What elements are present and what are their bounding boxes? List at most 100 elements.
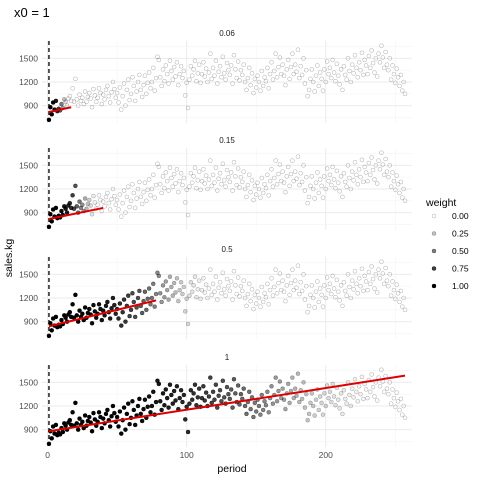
data-point [123,319,128,324]
data-point [166,405,171,410]
data-point [379,367,384,372]
data-point [256,403,262,409]
data-point [203,66,209,71]
data-point [265,65,270,71]
data-point [203,390,209,395]
data-point [276,280,281,286]
data-point [105,83,110,89]
data-point [167,165,173,170]
data-point [280,62,285,67]
data-point [306,194,312,200]
data-point [210,172,216,178]
data-point [208,158,213,163]
data-point [319,76,324,82]
data-point [347,175,352,181]
data-point [121,81,127,86]
data-point [298,279,303,285]
data-point [170,293,176,298]
data-point [88,203,93,208]
data-point [347,284,352,290]
data-point [277,55,283,60]
x-tick-label: 0 [45,450,50,460]
data-point [281,180,287,185]
data-point [348,186,354,192]
data-point [156,381,162,387]
data-point [324,275,330,280]
data-point [368,389,373,395]
data-point [390,279,395,284]
data-point [67,309,73,315]
legend-key [431,231,437,236]
data-point [142,73,148,78]
data-point [363,63,369,68]
data-point [310,295,316,301]
data-point [284,283,290,288]
data-point [401,403,406,409]
x-tick-label: 100 [180,450,194,460]
data-point [249,71,255,76]
data-point [312,89,317,94]
data-point [309,174,315,179]
data-point [67,200,73,206]
data-point [116,316,121,321]
data-point [202,74,207,79]
data-point [287,400,292,406]
data-point [266,193,271,198]
data-point [198,187,203,193]
data-point [341,170,347,176]
y-tick-label: 900 [24,208,38,218]
data-point [130,399,135,404]
data-point [146,177,152,182]
data-point [402,307,408,313]
data-point [164,287,170,293]
data-point [306,303,312,309]
data-point [304,174,309,180]
data-point [201,167,206,172]
data-point [59,317,64,323]
legend-key [431,213,437,219]
data-point [351,395,356,400]
data-point [313,289,319,294]
data-point [181,284,187,290]
data-point [372,286,377,291]
data-point [344,401,349,406]
data-point [297,182,302,188]
data-point [395,75,401,80]
data-point [137,288,142,294]
data-point [263,294,269,300]
data-point [273,158,278,163]
data-point [288,64,294,70]
x-axis-title: period [217,463,246,475]
data-point [288,280,294,286]
data-point [274,399,280,404]
data-point [255,289,260,294]
data-point [173,181,178,186]
data-point [336,73,341,78]
data-point [159,190,164,196]
data-point [247,65,252,71]
data-point [386,174,391,180]
data-point [336,289,341,294]
data-point [366,53,372,59]
data-point [195,395,201,400]
data-point [244,87,249,93]
data-point [333,78,338,84]
data-point [132,422,138,428]
data-point [238,67,244,73]
data-point [304,283,309,289]
data-point [217,63,223,69]
data-point [377,60,383,65]
data-point [137,72,142,78]
y-tick-label: 1200 [19,293,38,303]
y-tick-label: 900 [24,317,38,327]
data-point [362,57,367,63]
data-point [302,188,308,193]
data-point [191,67,196,72]
data-point [110,79,116,85]
data-point [114,90,120,96]
data-point [287,183,292,189]
data-point [276,171,281,177]
data-point [102,97,107,102]
data-point [242,295,248,301]
